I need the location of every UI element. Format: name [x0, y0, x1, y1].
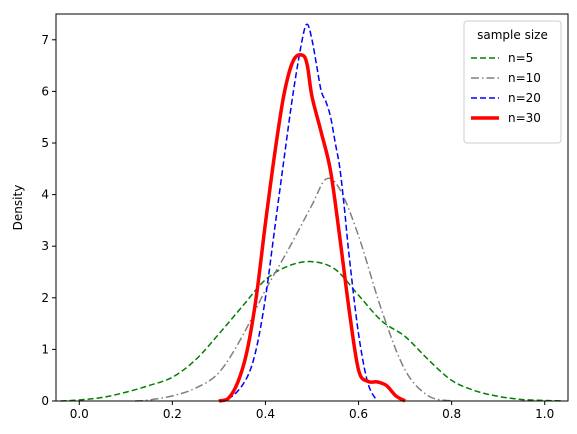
series-layer: [60, 23, 564, 403]
legend-title: sample size: [477, 28, 548, 42]
y-tick-label: 5: [41, 136, 49, 150]
x-axis: 0.0 0.2 0.4 0.6 0.8 1.0: [70, 401, 554, 421]
legend-box: [463, 20, 562, 144]
x-tick-label: 0.8: [442, 407, 461, 421]
y-axis: 0 1 2 3 4 5 6 7: [41, 33, 56, 408]
y-tick-label: 1: [41, 342, 49, 356]
x-tick-label: 0.0: [70, 407, 89, 421]
y-tick-label: 6: [41, 84, 49, 98]
legend: sample size n=5 n=10 n=20 n=30: [463, 20, 562, 144]
y-tick-label: 0: [41, 394, 49, 408]
x-tick-label: 0.4: [256, 407, 275, 421]
series-line-n20: [218, 23, 378, 402]
series-line-n10: [135, 177, 452, 402]
y-tick-label: 3: [41, 239, 49, 253]
legend-entry: n=30: [508, 111, 541, 125]
legend-entry: n=20: [508, 91, 541, 105]
legend-entry: n=5: [508, 51, 533, 65]
x-tick-label: 1.0: [535, 407, 554, 421]
legend-entry: n=10: [508, 71, 541, 85]
y-tick-label: 7: [41, 33, 49, 47]
plot-frame: [55, 13, 569, 402]
y-tick-label: 2: [41, 291, 49, 305]
x-tick-label: 0.2: [163, 407, 182, 421]
y-axis-label: Density: [11, 185, 25, 231]
series-line-n30: [218, 53, 406, 403]
series-line-n5: [60, 260, 564, 402]
y-tick-label: 4: [41, 188, 49, 202]
x-tick-label: 0.6: [349, 407, 368, 421]
